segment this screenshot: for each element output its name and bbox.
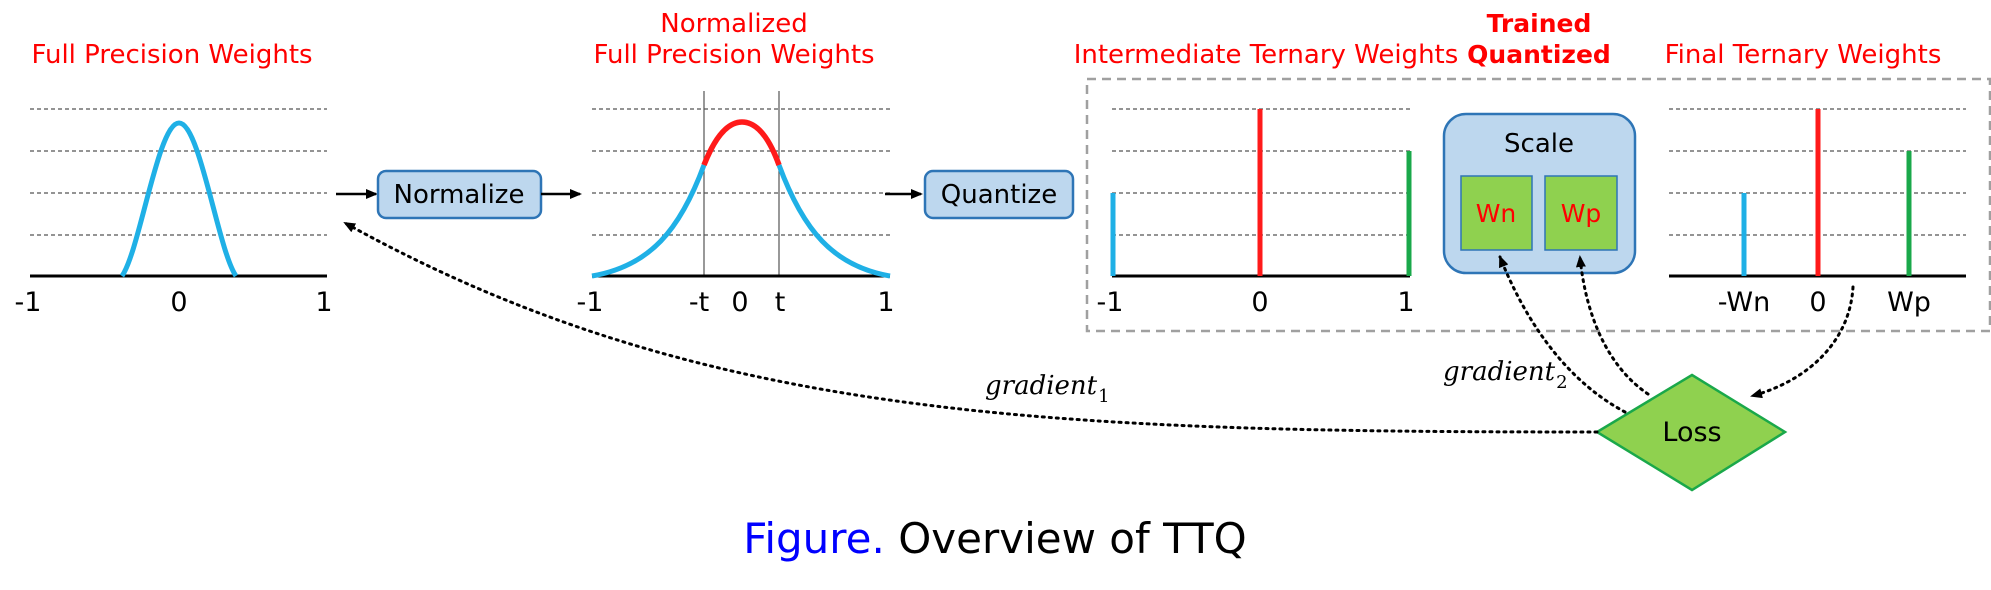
panel-full-precision: Full Precision Weights -1 0 1 bbox=[15, 40, 333, 318]
curve-left-tail bbox=[591, 164, 707, 279]
caption-prefix: Figure. bbox=[743, 514, 885, 563]
trained-title-line1: Trained bbox=[1487, 9, 1592, 38]
wn-box bbox=[1460, 175, 1533, 251]
tick-label: -1 bbox=[1097, 287, 1124, 318]
gradient2-arrow-wp bbox=[1575, 255, 1650, 396]
tick-label: 1 bbox=[1397, 287, 1414, 318]
panel-intermediate-ternary: Intermediate Ternary Weights -1 0 1 bbox=[1074, 40, 1459, 318]
tick-label: 0 bbox=[1809, 287, 1826, 318]
panel2-title-line2: Full Precision Weights bbox=[593, 40, 874, 70]
gaussian-curve bbox=[119, 120, 239, 278]
gradient1-label: gradient1 bbox=[985, 371, 1110, 407]
tick-label: Wp bbox=[1887, 287, 1931, 318]
gradient1-arrow bbox=[343, 221, 1599, 434]
final-weights-to-loss-arrow bbox=[1750, 285, 1855, 399]
quantize-block: Quantize bbox=[923, 169, 1075, 220]
gradient2-label: gradient2 bbox=[1443, 357, 1568, 393]
trained-title-line2: Quantized bbox=[1467, 40, 1611, 69]
quantize-box bbox=[923, 169, 1075, 220]
loss-diamond bbox=[1594, 373, 1788, 492]
panel4-title: Final Ternary Weights bbox=[1665, 40, 1942, 70]
tick-label: 1 bbox=[877, 287, 894, 318]
tick-label: 0 bbox=[1251, 287, 1268, 318]
tick-label: 1 bbox=[315, 287, 332, 318]
caption-text: Overview of TTQ bbox=[885, 514, 1247, 563]
wp-box bbox=[1544, 175, 1618, 251]
loss-label: Loss bbox=[1662, 417, 1721, 448]
normalize-block: Normalize bbox=[376, 169, 543, 220]
trained-quantized-block: Trained Quantized Scale Wn Wp bbox=[1442, 9, 1637, 275]
tick-label: 0 bbox=[170, 287, 187, 318]
tick-label: -t bbox=[689, 287, 709, 318]
loss-block: Loss bbox=[1594, 373, 1788, 492]
gradient2-arrow-wn bbox=[1498, 255, 1627, 414]
tick-label: -1 bbox=[15, 287, 42, 318]
tick-label: -1 bbox=[577, 287, 604, 318]
curve-center-red bbox=[701, 119, 782, 167]
tick-label: t bbox=[775, 287, 786, 318]
panel-final-ternary: Final Ternary Weights -Wn 0 Wp bbox=[1665, 40, 1966, 318]
panel3-title: Intermediate Ternary Weights bbox=[1074, 40, 1459, 70]
tick-label: -Wn bbox=[1718, 287, 1770, 318]
scale-label: Scale bbox=[1504, 129, 1574, 159]
panel1-title: Full Precision Weights bbox=[31, 40, 312, 70]
panel-normalized: Normalized Full Precision Weights -1 -t … bbox=[577, 9, 895, 318]
tick-label: 0 bbox=[731, 287, 748, 318]
figure-caption: Figure. Overview of TTQ bbox=[743, 514, 1247, 563]
curve-right-tail bbox=[776, 164, 891, 279]
normalize-label: Normalize bbox=[394, 180, 525, 210]
wp-label: Wp bbox=[1561, 199, 1602, 228]
panel2-title-line1: Normalized bbox=[660, 9, 807, 39]
wn-label: Wn bbox=[1476, 199, 1517, 228]
quantize-label: Quantize bbox=[941, 180, 1057, 210]
